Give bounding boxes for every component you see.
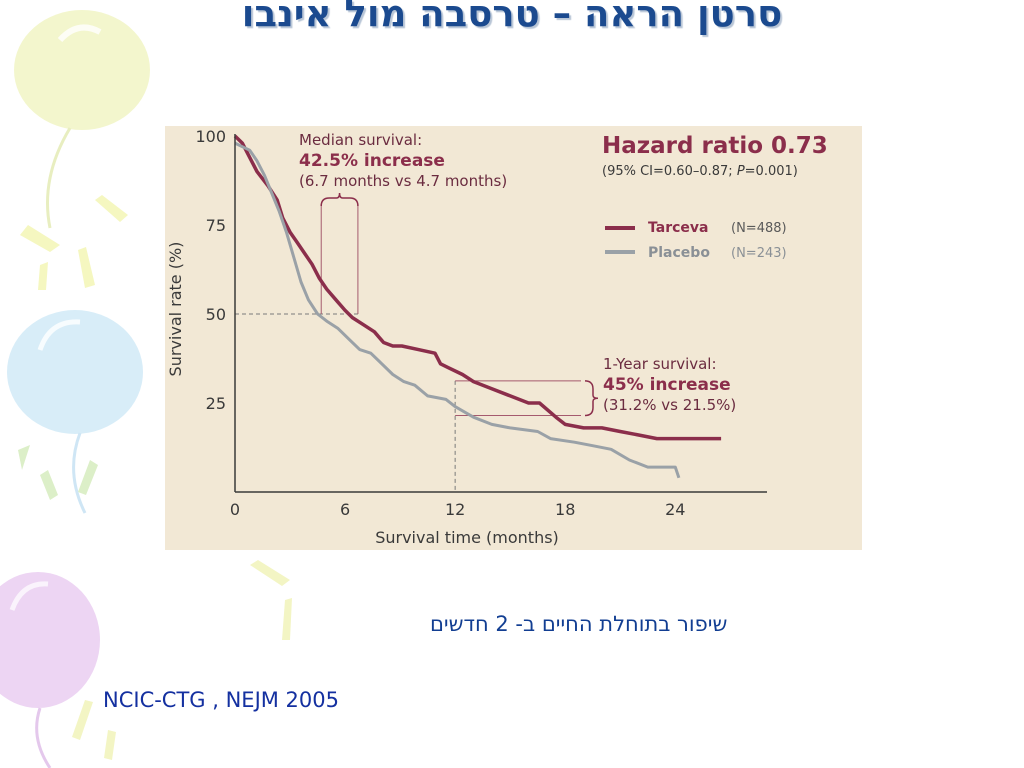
legend-label-tarceva: Tarceva bbox=[648, 220, 708, 236]
x-axis-label: Survival time (months) bbox=[375, 528, 559, 547]
chart-background bbox=[165, 126, 862, 550]
series-line-tarceva bbox=[233, 134, 722, 441]
x-tick-label: 6 bbox=[340, 500, 350, 519]
legend: Tarceva (N=488) Placebo (N=243) bbox=[605, 220, 787, 261]
one-year-detail: (31.2% vs 21.5%) bbox=[603, 396, 736, 414]
one-year-brace bbox=[584, 380, 599, 417]
x-tick-label: 12 bbox=[445, 500, 465, 519]
slide-title: סרטן הראה – טרסבה מול אינבו bbox=[241, 0, 783, 35]
legend-n-tarceva: (N=488) bbox=[731, 221, 787, 236]
x-tick-label: 24 bbox=[665, 500, 685, 519]
slide-caption: שיפור בתוחלת החיים ב- 2 חדשים bbox=[430, 612, 728, 636]
hazard-ratio-subtitle: (95% CI=0.60–0.87; P=0.001) bbox=[602, 164, 798, 179]
y-axis-label: Survival rate (%) bbox=[166, 242, 185, 377]
x-tick-label: 18 bbox=[555, 500, 575, 519]
hazard-ratio-title: Hazard ratio 0.73 bbox=[602, 133, 828, 159]
median-label: Median survival: bbox=[299, 131, 422, 149]
series-line-placebo bbox=[234, 141, 681, 479]
one-year-label: 1-Year survival: bbox=[603, 355, 717, 373]
y-tick-label: 75 bbox=[206, 216, 226, 235]
y-tick-label: 25 bbox=[206, 394, 226, 413]
y-tick-label: 100 bbox=[195, 127, 226, 146]
median-headline: 42.5% increase bbox=[299, 151, 445, 171]
one-year-headline: 45% increase bbox=[603, 375, 731, 395]
legend-n-placebo: (N=243) bbox=[731, 246, 787, 261]
legend-label-placebo: Placebo bbox=[648, 245, 710, 261]
median-brace bbox=[320, 192, 359, 207]
y-tick-label: 50 bbox=[206, 305, 226, 324]
citation: NCIC-CTG , NEJM 2005 bbox=[103, 688, 340, 712]
median-detail: (6.7 months vs 4.7 months) bbox=[299, 172, 507, 190]
survival-chart: 0 6 12 18 24 25 50 75 100 Survival rate (%) Surv… bbox=[165, 126, 862, 550]
x-tick-label: 0 bbox=[230, 500, 240, 519]
